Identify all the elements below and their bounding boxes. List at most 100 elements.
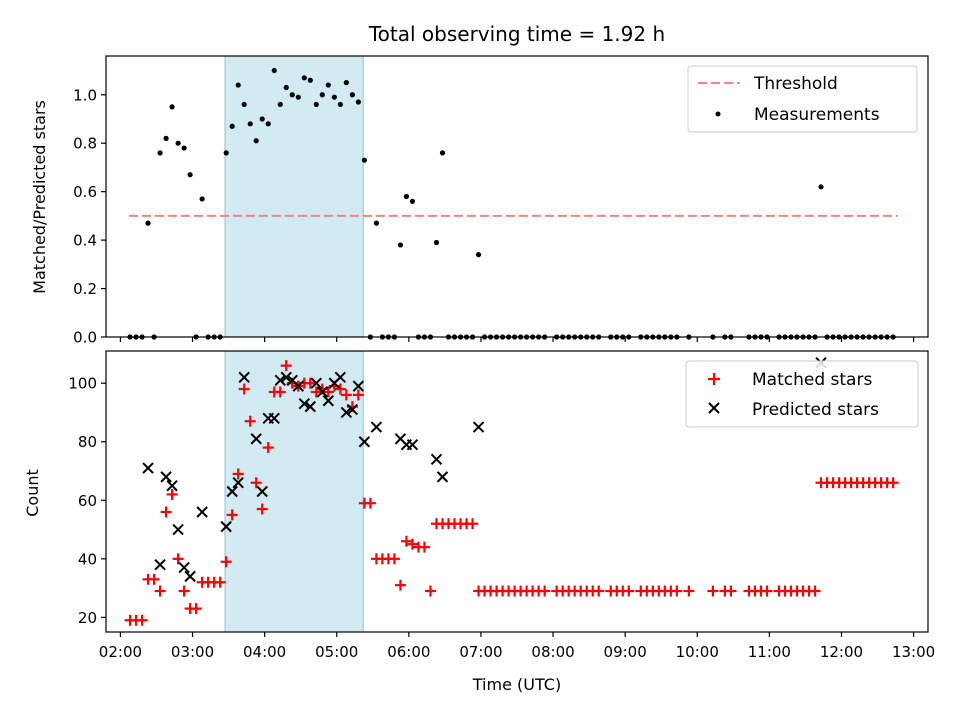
matched-star-point [623,585,635,597]
predicted-star-point [436,471,449,483]
measurement-point [355,99,361,105]
predicted-star-stroke-b [178,561,190,574]
legend-measurements-swatch [715,111,721,117]
predicted-star-stroke-b [280,371,292,384]
predicted-star-stroke-b [436,471,449,483]
measurement-point [361,157,367,163]
measurement-point [439,150,446,156]
matched-star-point [809,585,821,597]
bottom-y-tick-label: 80 [78,433,97,451]
matched-star-point [154,585,166,597]
predicted-star-point [250,433,262,445]
predicted-star-stroke-b [238,371,250,384]
chart-title: Total observing time = 1.92 h [368,22,665,46]
predicted-star-point [358,436,371,448]
predicted-star-point [370,421,383,433]
bottom-axes-frame [105,350,929,633]
matched-star-point [388,553,400,565]
predicted-star-stroke-b [346,403,359,416]
top-x-axis [119,337,915,342]
predicted-star-stroke-b [340,406,353,419]
bottom-x-tick-label: 10:00 [676,643,719,661]
measurement-point [397,242,404,248]
predicted-star-point [472,421,485,433]
measurement-point [229,123,235,129]
measurement-point [818,184,824,190]
predicted-star-point [280,371,292,384]
top-y-tick-label: 0.6 [73,183,97,201]
matched-star-point [761,585,773,597]
matched-star-point [683,585,695,597]
predicted-star-point [340,406,353,419]
predicted-star-stroke-b [274,374,286,386]
measurement-point [181,145,187,151]
top-y-tick-label: 0.4 [73,232,97,250]
bottom-x-tick-label: 06:00 [387,643,430,661]
predicted-star-stroke-b [292,380,304,392]
measurement-point [169,104,175,110]
top-shaded-span [224,55,364,338]
predicted-star-stroke-b [220,520,232,533]
matched-star-point [250,477,262,489]
predicted-star-point [310,377,323,389]
bottom-x-tick-label: 07:00 [459,643,502,661]
predicted-star-stroke-b [472,421,485,433]
bottom-y-tick-label: 20 [78,609,97,627]
predicted-star-point [316,386,329,398]
legend-matched-swatch [708,373,720,385]
top-y-tick-label: 0.2 [73,280,97,298]
matched-star-point [887,477,899,489]
matched-star-point [262,442,274,454]
predicted-star-stroke-b [232,477,244,489]
bottom-y-axis-label: Count [23,469,42,517]
measurement-point [163,135,169,141]
measurement-point [247,121,253,127]
measurement-point [337,101,343,108]
predicted-star-point [292,380,304,392]
measurement-point [145,220,151,226]
matched-star-point [310,386,322,398]
bottom-x-tick-label: 11:00 [748,643,791,661]
matched-star-point [304,377,316,389]
matched-star-point [364,497,376,509]
measurement-point [223,150,229,156]
measurement-point [307,77,313,83]
legend-predicted-swatch [708,402,720,414]
measurement-point [403,193,410,200]
predicted-star-point [154,558,166,571]
matched-star-point [539,585,551,597]
predicted-star-stroke-b [310,377,323,389]
predicted-star-stroke-b [268,412,280,425]
predicted-star-point [304,400,317,413]
bottom-x-tick-label: 13:00 [892,643,935,661]
measurement-point [301,75,307,81]
bottom-y-tick-label: 40 [78,550,97,568]
matched-star-point [256,503,268,515]
bottom-y-tick-label: 60 [78,492,97,510]
predicted-star-stroke-b [322,395,335,407]
predicted-star-point [142,462,154,474]
matched-star-point [244,415,256,427]
matched-star-point [238,383,250,395]
measurement-point [175,140,181,146]
matched-star-point [394,579,406,591]
measurement-point [157,150,163,156]
predicted-star-stroke-b [250,433,262,445]
predicted-star-point [274,374,286,386]
predicted-star-point [196,506,208,518]
bottom-panel: 20 40 60 80 100 02:00 03:00 04:00 05:00 06:00 07:… [23,350,935,694]
matched-star-point [280,360,292,372]
matched-star-point [418,541,430,553]
measurement-point [325,82,331,88]
measurement-point [349,92,355,98]
predicted-star-stroke-b [256,485,268,498]
top-y-axis: 0.0 0.2 0.4 0.6 0.8 1.0 [73,86,106,347]
predicted-star-stroke-b [196,506,208,518]
predicted-star-stroke-b [430,453,443,466]
bottom-x-tick-label: 04:00 [243,643,286,661]
predicted-star-point [334,371,347,384]
predicted-star-stroke-b [370,421,383,433]
matched-star-point [166,488,178,500]
matched-star-point [148,573,160,585]
measurement-point [241,101,247,108]
